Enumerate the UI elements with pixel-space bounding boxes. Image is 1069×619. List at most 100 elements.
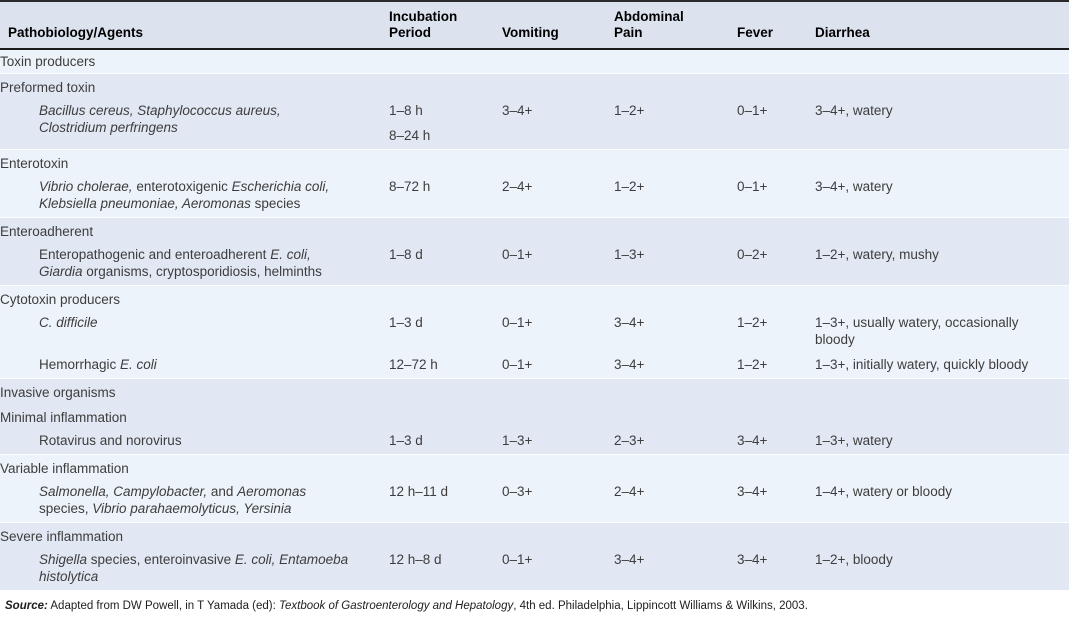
incubation-cell: 1–3 d xyxy=(389,311,502,353)
incubation-value: 1–3 d xyxy=(389,433,423,448)
diarrhea-cell: 3–4+, watery xyxy=(815,103,893,118)
incubation-cell: 1–8 d xyxy=(389,243,502,286)
text-segment: Adapted from DW Powell, in T Yamada (ed)… xyxy=(47,600,280,612)
agent-name-cell: Bacillus cereus, Staphylococcus aureus, C… xyxy=(0,99,389,150)
source-note: Source: Adapted from DW Powell, in T Yam… xyxy=(0,590,1069,619)
pathogens-table: Pathobiology/Agents Incubation Period Vo… xyxy=(0,0,1069,590)
abdominal-pain-cell: 3–4+ xyxy=(614,357,645,372)
section-label: Invasive organisms xyxy=(0,378,1069,404)
incubation-value: 8–24 h xyxy=(389,128,431,143)
text-segment: Shigella xyxy=(39,552,88,567)
section-row: Severe inflammation xyxy=(0,522,1069,548)
section-label: Variable inflammation xyxy=(0,454,1069,480)
incubation-cell: 8–72 h xyxy=(389,175,502,218)
section-label: Toxin producers xyxy=(0,54,96,69)
diarrhea-cell: 3–4+, watery xyxy=(815,179,893,194)
vomiting-cell: 0–1+ xyxy=(502,315,533,330)
incubation-value: 12 h–8 d xyxy=(389,552,442,567)
column-header-abdominal-pain: Abdominal Pain xyxy=(614,1,737,50)
text-segment: Escherichia coli, xyxy=(231,179,330,194)
column-header-incubation: Incubation Period xyxy=(389,1,502,50)
text-segment: E. coli, Entamoeba xyxy=(234,552,349,567)
text-segment: Vibrio parahaemolyticus, Yersinia xyxy=(92,501,292,516)
section-row: Cytotoxin producers xyxy=(0,285,1069,311)
fever-cell: 0–1+ xyxy=(737,103,768,118)
text-segment: Rotavirus and norovirus xyxy=(39,433,182,448)
header-row: Pathobiology/Agents Incubation Period Vo… xyxy=(0,1,1069,50)
agent-row: C. difficile 1–3 d 0–1+ 3–4+ 1–2+ 1–3+, usual… xyxy=(0,311,1069,353)
section-row: Preformed toxin xyxy=(0,73,1069,99)
fever-cell: 3–4+ xyxy=(737,484,768,499)
text-segment: species xyxy=(250,196,301,211)
text-segment: Giardia xyxy=(39,264,83,279)
section-row: Enterotoxin xyxy=(0,149,1069,175)
agent-row: Vibrio cholerae, enterotoxigenic Escheri… xyxy=(0,175,1069,218)
agent-row: Enteropathogenic and enteroadherent E. c… xyxy=(0,243,1069,286)
agent-name-cell: C. difficile xyxy=(0,311,389,353)
text-segment: Clostridium perfringens xyxy=(39,120,178,135)
section-row: Toxin producers xyxy=(0,49,1069,74)
text-segment: Source: xyxy=(5,600,48,612)
text-segment: organisms, cryptosporidiosis, helminths xyxy=(82,264,322,279)
column-header-diarrhea: Diarrhea xyxy=(815,1,1069,50)
abdominal-pain-cell: 1–2+ xyxy=(614,179,645,194)
text-segment: , 4th ed. Philadelphia, Lippincott Willi… xyxy=(513,600,808,612)
vomiting-cell: 0–1+ xyxy=(502,247,533,262)
diarrhea-cell: 1–2+, watery, mushy xyxy=(815,247,939,262)
section-label: Minimal inflammation xyxy=(0,410,127,425)
vomiting-cell: 0–3+ xyxy=(502,484,533,499)
incubation-cell: 12 h–8 d xyxy=(389,548,502,590)
vomiting-cell: 1–3+ xyxy=(502,433,533,448)
diarrhea-cell: 1–4+, watery or bloody xyxy=(815,484,952,499)
text-segment: and xyxy=(207,484,238,499)
agent-name-cell: Vibrio cholerae, enterotoxigenic Escheri… xyxy=(0,175,389,218)
agent-name-cell: Rotavirus and norovirus xyxy=(0,429,389,455)
abdominal-pain-cell: 1–2+ xyxy=(614,103,645,118)
column-header-fever: Fever xyxy=(737,1,815,50)
abdominal-pain-cell: 3–4+ xyxy=(614,315,645,330)
incubation-value: 12–72 h xyxy=(389,357,438,372)
text-segment: species, xyxy=(39,501,93,516)
section-label: Severe inflammation xyxy=(0,522,1069,548)
fever-cell: 1–2+ xyxy=(737,357,768,372)
incubation-cell: 1–3 d xyxy=(389,429,502,455)
agent-name-cell: Enteropathogenic and enteroadherent E. c… xyxy=(0,243,389,286)
abdominal-pain-cell: 1–3+ xyxy=(614,247,645,262)
column-header-pathobiology: Pathobiology/Agents xyxy=(0,1,389,50)
text-segment: enterotoxigenic xyxy=(132,179,232,194)
text-segment: Enteropathogenic and enteroadherent xyxy=(39,247,271,262)
text-segment: Vibrio cholerae, xyxy=(39,179,133,194)
fever-cell: 1–2+ xyxy=(737,315,768,330)
section-row: Invasive organisms xyxy=(0,378,1069,404)
text-segment: Klebsiella pneumoniae, Aeromonas xyxy=(39,196,251,211)
section-label: Enteroadherent xyxy=(0,217,1069,243)
diarrhea-cell: 1–3+, initially watery, quickly bloody xyxy=(815,357,1029,372)
incubation-cell: 12–72 h xyxy=(389,353,502,379)
abdominal-pain-cell: 3–4+ xyxy=(614,552,645,567)
incubation-value: 1–8 d xyxy=(389,247,423,262)
incubation-value: 1–8 h xyxy=(389,103,423,118)
text-segment: Bacillus cereus, Staphylococcus aureus, xyxy=(39,103,281,118)
text-segment: histolytica xyxy=(39,569,99,584)
abdominal-pain-cell: 2–4+ xyxy=(614,484,645,499)
agent-name-cell: Hemorrhagic E. coli xyxy=(0,353,389,379)
incubation-cell: 1–8 h 8–24 h xyxy=(389,99,502,150)
agent-name-cell: Salmonella, Campylobacter, and Aeromonas… xyxy=(0,480,389,523)
diarrhea-cell: 1–3+, watery xyxy=(815,433,893,448)
incubation-value: 12 h–11 d xyxy=(389,484,449,499)
agent-row: Bacillus cereus, Staphylococcus aureus, C… xyxy=(0,99,1069,150)
text-segment: species, enteroinvasive xyxy=(87,552,235,567)
text-segment: C. difficile xyxy=(39,315,98,330)
text-segment: Hemorrhagic xyxy=(39,357,121,372)
text-segment: E. coli xyxy=(120,357,157,372)
diarrhea-cell: 1–3+, usually watery, occasionally blood… xyxy=(815,315,1019,347)
agent-row: Salmonella, Campylobacter, and Aeromonas… xyxy=(0,480,1069,523)
agent-row: Hemorrhagic E. coli 12–72 h 0–1+ 3–4+ 1–2+ 1–… xyxy=(0,353,1069,379)
section-row: Variable inflammation xyxy=(0,454,1069,480)
vomiting-cell: 0–1+ xyxy=(502,357,533,372)
agent-row: Shigella species, enteroinvasive E. coli… xyxy=(0,548,1069,590)
incubation-cell: 12 h–11 d xyxy=(389,480,502,523)
fever-cell: 0–2+ xyxy=(737,247,768,262)
abdominal-pain-cell: 2–3+ xyxy=(614,433,645,448)
section-label: Preformed toxin xyxy=(0,73,1069,99)
